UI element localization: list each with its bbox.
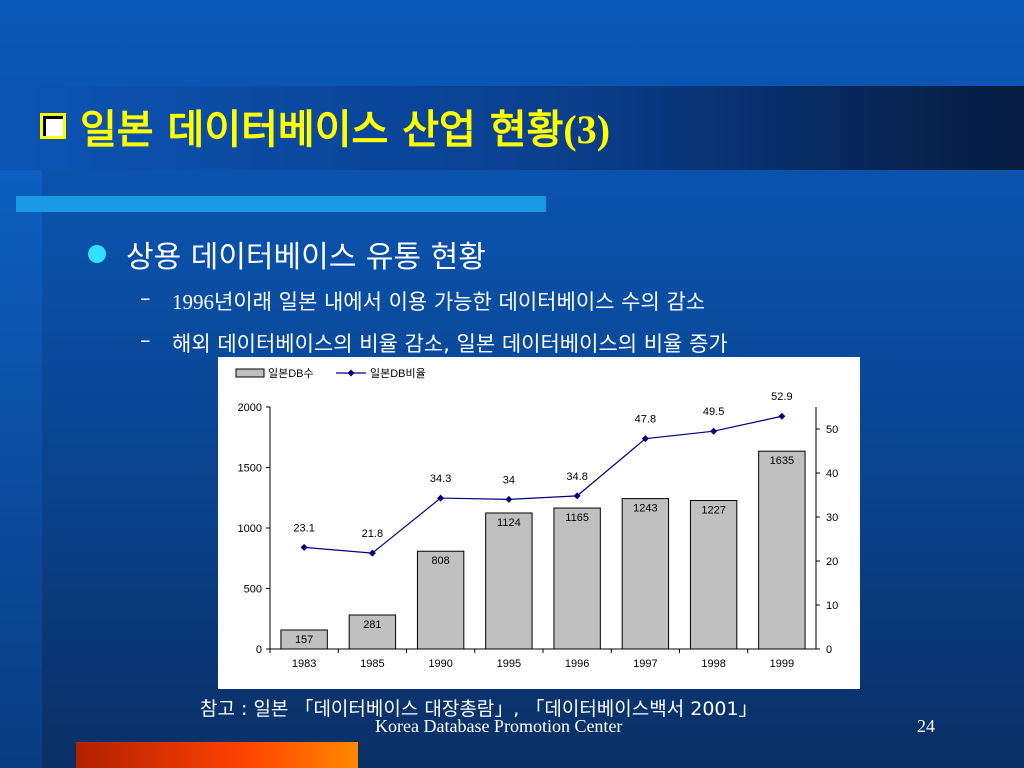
checkbox-bullet-icon — [40, 113, 66, 139]
x-tick-label: 1995 — [497, 658, 521, 670]
y-right-tick-label: 20 — [826, 556, 838, 568]
bar-value-label: 1635 — [770, 455, 794, 467]
page-number: 24 — [917, 716, 935, 736]
x-tick-label: 1983 — [292, 658, 316, 670]
bar-line-chart: 0 500 1000 1500 2000 0 10 20 30 40 50 157 281 808 1124… — [235, 366, 838, 670]
bar-value-label: 1124 — [497, 517, 521, 529]
sub-bullet-1: – 1996년이래 일본 내에서 이용 가능한 데이터베이스 수의 감소 — [140, 286, 705, 316]
line-value-label: 49.5 — [703, 406, 724, 418]
y-right-tick-label: 30 — [826, 512, 838, 524]
line-point — [368, 549, 376, 557]
bar — [280, 629, 328, 650]
legend-bar-swatch — [235, 368, 265, 378]
bar — [758, 450, 806, 650]
bar-value-label: 1243 — [633, 503, 657, 515]
dash-icon: – — [140, 328, 151, 352]
bar — [621, 498, 670, 650]
y-left-tick-label: 1000 — [238, 523, 262, 535]
line-point — [573, 492, 581, 500]
y-right-tick-label: 0 — [826, 644, 832, 656]
accent-line — [16, 196, 546, 212]
line-point — [778, 412, 786, 420]
sub1-text: 년이래 일본 내에서 이용 가능한 데이터베이스 수의 감소 — [214, 290, 706, 314]
sub1-year: 1996 — [172, 290, 214, 314]
line-value-label: 34.3 — [430, 473, 451, 485]
legend-line-label: 일본DB비율 — [370, 366, 426, 380]
bar-value-label: 281 — [363, 619, 381, 631]
legend-line-marker — [347, 369, 355, 377]
bar — [553, 507, 601, 650]
line-point — [710, 427, 718, 435]
dash-icon: – — [140, 286, 151, 310]
series-line — [304, 415, 783, 554]
x-tick-label: 1998 — [701, 658, 725, 670]
line-point — [437, 494, 445, 502]
x-tick-label: 1990 — [428, 658, 452, 670]
sub-bullet-2: – 해외 데이터베이스의 비율 감소, 일본 데이터베이스의 비율 증가 — [140, 328, 728, 358]
line-point — [641, 435, 649, 443]
bottom-accent-bar — [76, 742, 358, 768]
bar — [348, 614, 397, 650]
bar — [485, 512, 533, 650]
bullet-text: 상용 데이터베이스 유통 현황 — [126, 240, 486, 275]
title-number: (3) — [563, 107, 611, 152]
y-right-tick-label: 10 — [826, 600, 838, 612]
x-tick-label: 1997 — [633, 658, 657, 670]
bullet-item: 상용 데이터베이스 유통 현황 — [88, 232, 486, 276]
bar — [689, 500, 738, 650]
y-right-tick-label: 50 — [826, 424, 838, 436]
line-value-label: 23.1 — [293, 522, 314, 534]
reference-note: 참고 : 일본 「데이터베이스 대장총람」, 「데이터베이스백서 2001」 — [200, 698, 758, 720]
bar-value-label: 1227 — [701, 505, 725, 517]
x-tick-label: 1999 — [770, 658, 794, 670]
line-value-label: 52.9 — [771, 391, 792, 403]
footer-text: Korea Database Promotion Center — [375, 716, 623, 736]
title-text: 일본 데이터베이스 산업 현황 — [80, 107, 564, 153]
legend-bar-label: 일본DB수 — [268, 366, 314, 380]
line-value-label: 34 — [503, 474, 515, 486]
slide-title: 일본 데이터베이스 산업 현황(3) — [40, 96, 610, 156]
y-left-tick-label: 1500 — [238, 463, 262, 475]
chart-container: 0 500 1000 1500 2000 0 10 20 30 40 50 157 281 808 1124… — [218, 357, 860, 689]
bullet-dot-icon — [88, 245, 106, 263]
bar-value-label: 157 — [295, 634, 313, 646]
line-point — [505, 495, 513, 503]
bar-value-label: 808 — [431, 555, 449, 567]
title-bar — [0, 86, 1024, 170]
y-left-tick-label: 0 — [256, 644, 262, 656]
bar — [416, 550, 465, 650]
line-value-label: 21.8 — [362, 528, 383, 540]
line-point — [300, 543, 308, 551]
bar-value-label: 1165 — [565, 512, 589, 524]
x-tick-label: 1985 — [360, 658, 384, 670]
y-left-tick-label: 2000 — [238, 402, 262, 414]
sub2-text: 해외 데이터베이스의 비율 감소, 일본 데이터베이스의 비율 증가 — [172, 332, 728, 356]
line-value-label: 34.8 — [566, 471, 587, 483]
y-left-tick-label: 500 — [244, 584, 262, 596]
x-tick-label: 1996 — [565, 658, 589, 670]
line-value-label: 47.8 — [635, 414, 656, 426]
left-strip — [0, 170, 42, 768]
y-right-tick-label: 40 — [826, 468, 838, 480]
